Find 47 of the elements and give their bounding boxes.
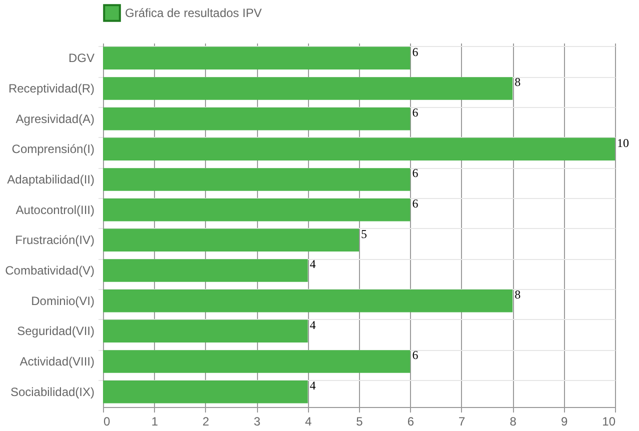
data-label: 8 bbox=[514, 75, 521, 90]
y-tick-label: Sociabilidad(IX) bbox=[10, 384, 94, 399]
bar bbox=[103, 168, 410, 191]
x-tick-label: 0 bbox=[104, 414, 110, 428]
bar bbox=[103, 107, 410, 130]
y-tick-label: Agresividad(A) bbox=[16, 112, 94, 126]
bar bbox=[103, 77, 513, 100]
x-tick-label: 1 bbox=[151, 414, 158, 428]
bar bbox=[103, 320, 308, 343]
data-label: 4 bbox=[310, 318, 316, 332]
x-tick-label: 7 bbox=[458, 414, 466, 428]
legend-label: Gráfica de resultados IPV bbox=[125, 6, 262, 20]
x-tick-label: 5 bbox=[356, 414, 364, 428]
bar bbox=[103, 259, 308, 282]
x-tick-label: 6 bbox=[407, 414, 414, 428]
x-tick-label: 8 bbox=[510, 414, 517, 428]
y-tick-label: Seguridad(VII) bbox=[17, 324, 94, 338]
data-label: 6 bbox=[412, 348, 418, 362]
data-label: 6 bbox=[412, 105, 418, 120]
bar bbox=[103, 198, 410, 222]
y-tick-label: Autocontrol(III) bbox=[16, 202, 94, 217]
x-tick-label: 10 bbox=[602, 414, 616, 428]
y-tick-label: Comprensión(I) bbox=[12, 142, 94, 156]
bar bbox=[103, 350, 410, 373]
bar bbox=[103, 289, 513, 312]
data-label: 4 bbox=[310, 378, 316, 392]
y-tick-label: Dominio(VI) bbox=[31, 294, 94, 308]
data-label: 4 bbox=[310, 257, 316, 272]
bar bbox=[103, 46, 410, 70]
y-tick-label: Actividad(VIII) bbox=[20, 354, 94, 368]
y-tick-label: Adaptabilidad(II) bbox=[7, 172, 94, 186]
x-tick-label: 2 bbox=[202, 414, 210, 428]
bar bbox=[103, 380, 308, 404]
data-label: 6 bbox=[412, 44, 418, 59]
data-label: 5 bbox=[361, 226, 367, 241]
bar bbox=[103, 228, 359, 252]
y-tick-label: DGV bbox=[68, 51, 94, 66]
data-label: 6 bbox=[412, 166, 418, 180]
x-tick-label: 4 bbox=[304, 414, 312, 428]
data-label: 10 bbox=[617, 136, 629, 150]
data-label: 6 bbox=[412, 196, 418, 210]
y-tick-label: Combatividad(V) bbox=[5, 264, 94, 278]
y-tick-label: Receptividad(R) bbox=[8, 82, 94, 96]
x-tick-label: 9 bbox=[560, 414, 568, 428]
y-tick-label: Frustración(IV) bbox=[15, 233, 94, 248]
data-label: 8 bbox=[514, 287, 521, 302]
x-tick-label: 3 bbox=[254, 414, 261, 428]
